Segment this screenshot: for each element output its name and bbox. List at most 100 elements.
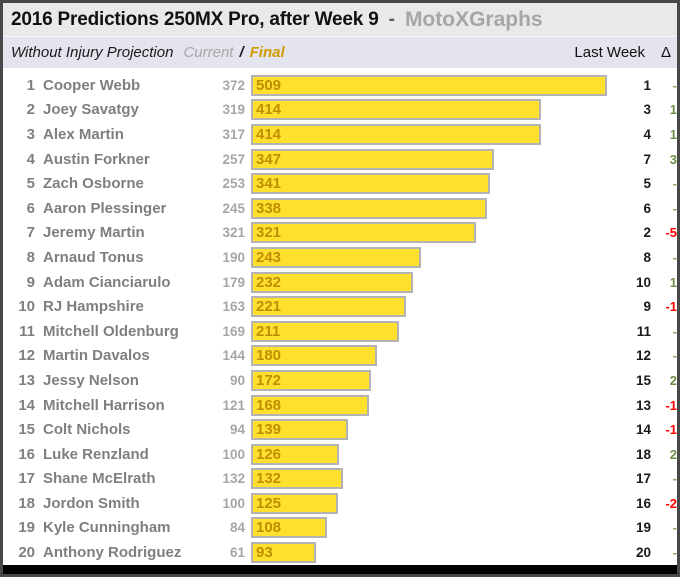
rider-name: Austin Forkner xyxy=(43,150,150,168)
rider-rank: 3 xyxy=(26,125,35,143)
rider-rank: 13 xyxy=(18,371,35,389)
rank-delta: -5 xyxy=(665,225,677,241)
chart-title-bar: 2016 Predictions 250MX Pro, after Week 9… xyxy=(3,3,677,36)
rank-delta: - xyxy=(672,471,677,487)
rider-name: Shane McElrath xyxy=(43,470,156,488)
current-points: 121 xyxy=(222,397,245,413)
last-week-rank: 10 xyxy=(635,274,651,290)
bar-cell: 125 xyxy=(251,492,609,514)
current-points: 90 xyxy=(229,372,245,388)
rider-rank: 18 xyxy=(18,494,35,512)
rider-row: 14 Mitchell Harrison 121 168 13 -1 xyxy=(3,393,677,418)
current-points: 372 xyxy=(222,77,245,93)
final-points-bar: 180 xyxy=(251,345,377,367)
final-points-value: 347 xyxy=(256,150,282,168)
rider-row: 3 Alex Martin 317 414 4 1 xyxy=(3,122,677,147)
rank-delta: 1 xyxy=(669,274,677,290)
bar-cell: 139 xyxy=(251,419,609,441)
bottom-border-bar xyxy=(3,565,677,574)
rider-name: RJ Hampshire xyxy=(43,298,144,316)
last-week-rank: 20 xyxy=(635,545,651,561)
final-points-value: 125 xyxy=(256,494,282,512)
final-points-bar: 341 xyxy=(251,173,490,195)
bar-cell: 321 xyxy=(251,222,609,244)
final-points-value: 509 xyxy=(256,76,282,94)
rider-name: Jordon Smith xyxy=(43,494,140,512)
last-week-rank: 6 xyxy=(643,200,651,216)
current-points: 169 xyxy=(222,323,245,339)
current-points: 163 xyxy=(222,299,245,315)
rider-rank: 16 xyxy=(18,445,35,463)
rider-name: Luke Renzland xyxy=(43,445,149,463)
rider-rank: 1 xyxy=(26,76,35,94)
rank-delta: 2 xyxy=(669,446,677,462)
final-points-value: 139 xyxy=(256,421,282,439)
last-week-rank: 18 xyxy=(635,446,651,462)
final-points-value: 414 xyxy=(256,101,282,119)
rider-name: Arnaud Tonus xyxy=(43,248,144,266)
rider-row: 11 Mitchell Oldenburg 169 211 11 - xyxy=(3,319,677,344)
rank-delta: -1 xyxy=(665,397,677,413)
last-week-rank: 2 xyxy=(643,225,651,241)
rider-row: 1 Cooper Webb 372 509 1 - xyxy=(3,73,677,98)
rider-name: Adam Cianciarulo xyxy=(43,273,171,291)
rider-name: Joey Savatgy xyxy=(43,101,139,119)
rider-rank: 7 xyxy=(26,224,35,242)
final-points-bar: 243 xyxy=(251,246,421,268)
last-week-rank: 9 xyxy=(643,299,651,315)
chart-subtitle-bar: Without Injury Projection Current / Fina… xyxy=(3,36,677,68)
final-points-bar: 172 xyxy=(251,369,372,391)
rider-name: Kyle Cunningham xyxy=(43,519,171,537)
rider-row: 9 Adam Cianciarulo 179 232 10 1 xyxy=(3,270,677,295)
rank-delta: 3 xyxy=(669,151,677,167)
final-points-bar: 321 xyxy=(251,222,476,244)
rider-row: 19 Kyle Cunningham 84 108 19 - xyxy=(3,516,677,541)
final-points-bar: 168 xyxy=(251,394,369,416)
final-points-value: 211 xyxy=(256,322,281,340)
final-points-value: 132 xyxy=(256,470,282,488)
rank-delta: - xyxy=(672,323,677,339)
current-points: 100 xyxy=(222,495,245,511)
rider-name: Colt Nichols xyxy=(43,421,131,439)
last-week-rank: 11 xyxy=(636,323,651,339)
current-points: 190 xyxy=(222,249,245,265)
rank-delta: - xyxy=(672,249,677,265)
rider-row: 7 Jeremy Martin 321 321 2 -5 xyxy=(3,221,677,246)
rank-delta: - xyxy=(672,348,677,364)
rider-name: Jessy Nelson xyxy=(43,371,139,389)
bar-cell: 338 xyxy=(251,197,609,219)
rider-rank: 19 xyxy=(18,519,35,537)
last-week-rank: 19 xyxy=(635,520,651,536)
rider-name: Zach Osborne xyxy=(43,175,144,193)
bar-cell: 168 xyxy=(251,394,609,416)
rider-rank: 14 xyxy=(18,396,35,414)
rider-name: Mitchell Harrison xyxy=(43,396,165,414)
final-points-bar: 338 xyxy=(251,197,488,219)
final-points-value: 243 xyxy=(256,248,282,266)
rider-row: 4 Austin Forkner 257 347 7 3 xyxy=(3,147,677,172)
subtitle-text: Without Injury Projection xyxy=(11,44,174,61)
rider-list: 1 Cooper Webb 372 509 1 - 2 Joey Savatgy… xyxy=(3,68,677,565)
bar-cell: 341 xyxy=(251,173,609,195)
rider-rank: 17 xyxy=(18,470,35,488)
final-points-value: 338 xyxy=(256,199,282,217)
legend-final-label: Final xyxy=(249,44,285,61)
rider-rank: 20 xyxy=(18,544,35,562)
bar-cell: 414 xyxy=(251,99,609,121)
bar-cell: 172 xyxy=(251,369,609,391)
column-header-last-week: Last Week xyxy=(574,44,645,61)
rank-delta: -1 xyxy=(665,299,677,315)
rank-delta: - xyxy=(672,545,677,561)
final-points-bar: 232 xyxy=(251,271,414,293)
rider-row: 13 Jessy Nelson 90 172 15 2 xyxy=(3,368,677,393)
final-points-value: 321 xyxy=(256,224,282,242)
bar-cell: 221 xyxy=(251,296,609,318)
final-points-bar: 93 xyxy=(251,542,316,564)
rider-name: Aaron Plessinger xyxy=(43,199,167,217)
rank-delta: - xyxy=(672,176,677,192)
rider-rank: 8 xyxy=(26,248,35,266)
final-points-bar: 125 xyxy=(251,492,339,514)
last-week-rank: 5 xyxy=(643,176,651,192)
rider-row: 8 Arnaud Tonus 190 243 8 - xyxy=(3,245,677,270)
rider-rank: 6 xyxy=(26,199,35,217)
